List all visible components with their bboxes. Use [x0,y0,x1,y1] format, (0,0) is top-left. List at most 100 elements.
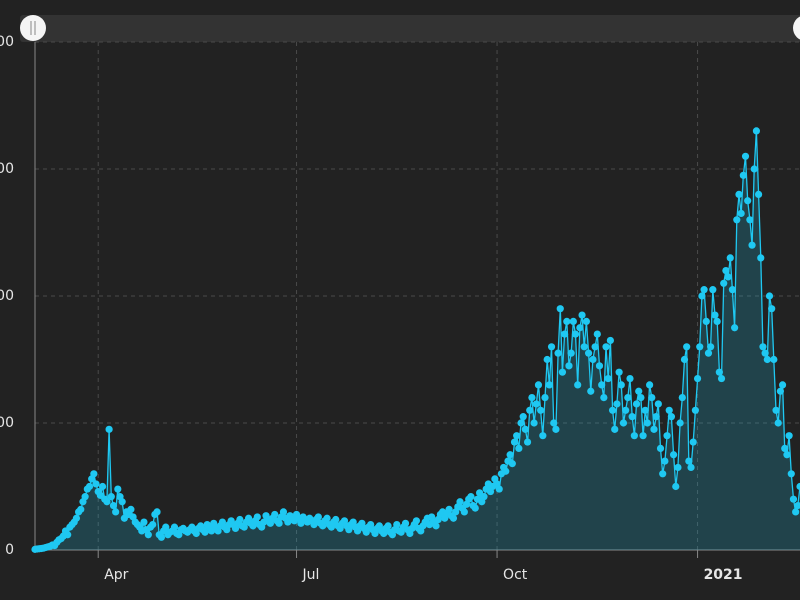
point [737,209,745,218]
point [683,343,691,351]
point [628,413,636,421]
point [731,324,739,332]
point [724,273,732,281]
point [107,493,115,501]
point [659,470,667,478]
x-tick-label: 2021 [704,567,743,583]
point [460,508,468,516]
point [652,413,660,421]
point [591,343,599,351]
point [502,467,510,475]
point [578,311,586,319]
y-tick-label: 00 [0,415,14,431]
point [547,343,556,351]
point [689,438,697,446]
point [735,190,743,198]
point [626,374,634,383]
point [646,381,654,389]
point [98,482,107,491]
point [754,190,763,198]
point [92,480,100,488]
point [412,517,421,525]
point [105,425,113,433]
point [550,419,558,427]
navigator-track[interactable] [20,15,800,42]
point [680,355,689,364]
point [678,394,686,402]
navigator-handle-left[interactable] [20,15,46,41]
point [517,419,525,427]
point [401,519,410,527]
point [543,355,551,364]
y-tick-label: 00 [0,34,14,50]
point [691,406,699,414]
point [539,432,547,440]
point [144,531,152,539]
point [602,343,610,351]
point [201,528,209,536]
point [81,493,89,501]
point [711,311,719,319]
y-tick-label: 00 [0,161,14,177]
x-tick-label: Jul [302,567,320,583]
point [127,505,135,513]
point [722,267,730,275]
point [480,493,488,501]
point [526,406,534,414]
point [676,419,684,427]
point [332,515,340,524]
point [635,387,643,395]
point [778,381,787,389]
point [545,381,553,389]
point [750,165,758,173]
point [768,305,776,313]
point [153,508,161,516]
point [617,381,625,389]
point [513,432,521,440]
point [796,482,800,491]
point [593,330,601,338]
point [118,498,126,506]
y-tick-label: 0 [5,542,14,558]
point [103,498,111,506]
point [445,505,453,513]
point [624,394,632,402]
point [587,387,595,395]
point [696,343,704,351]
point [271,510,279,519]
point [665,406,673,414]
point [534,381,543,389]
y-tick-label: 00 [0,288,14,304]
point [700,286,708,294]
point [77,505,85,513]
point [643,419,652,427]
point [611,425,619,433]
navigator-handle-right[interactable] [793,15,800,41]
point [785,432,793,440]
point [541,394,549,402]
point [789,495,798,503]
point [669,451,678,459]
point [495,485,503,493]
point [589,355,597,364]
point [608,406,617,414]
point [149,521,157,529]
point [630,432,638,440]
point [757,254,765,262]
point [744,197,752,205]
point [528,394,536,402]
point [613,400,621,408]
point [604,374,612,383]
point [632,400,641,408]
point [112,508,120,516]
point [569,317,577,325]
point [561,330,569,338]
point [641,406,649,414]
point [449,514,458,522]
point [726,254,734,262]
point [556,305,564,313]
point [715,368,723,376]
point [637,394,645,402]
